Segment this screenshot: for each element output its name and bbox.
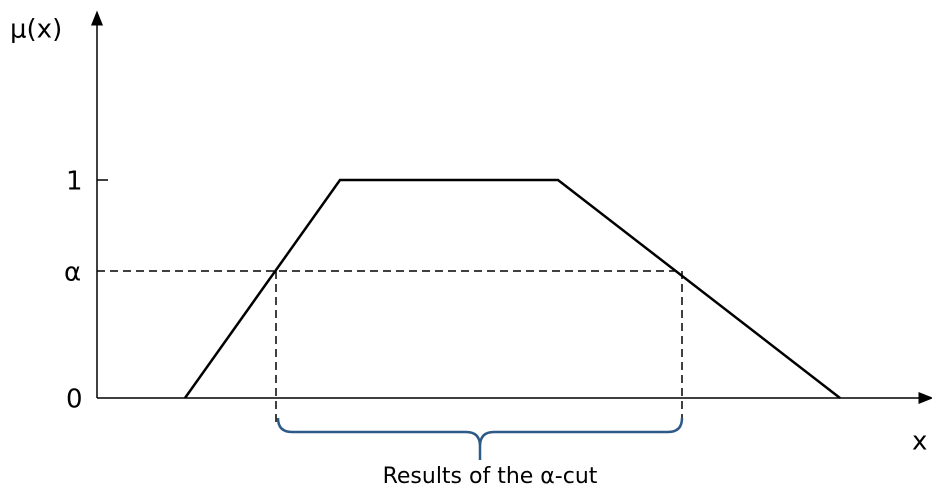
y-tick-label: α	[64, 258, 81, 288]
annotation: Results of the α-cut	[383, 464, 598, 489]
x-axis-label: x	[912, 427, 927, 457]
membership-function	[183, 178, 841, 399]
y-tick-label: 1	[66, 167, 83, 197]
y-tick-label: 0	[66, 385, 83, 415]
alpha-cut-lines	[97, 270, 683, 422]
y-axis-label: μ(x)	[10, 15, 62, 45]
brace	[276, 417, 684, 460]
